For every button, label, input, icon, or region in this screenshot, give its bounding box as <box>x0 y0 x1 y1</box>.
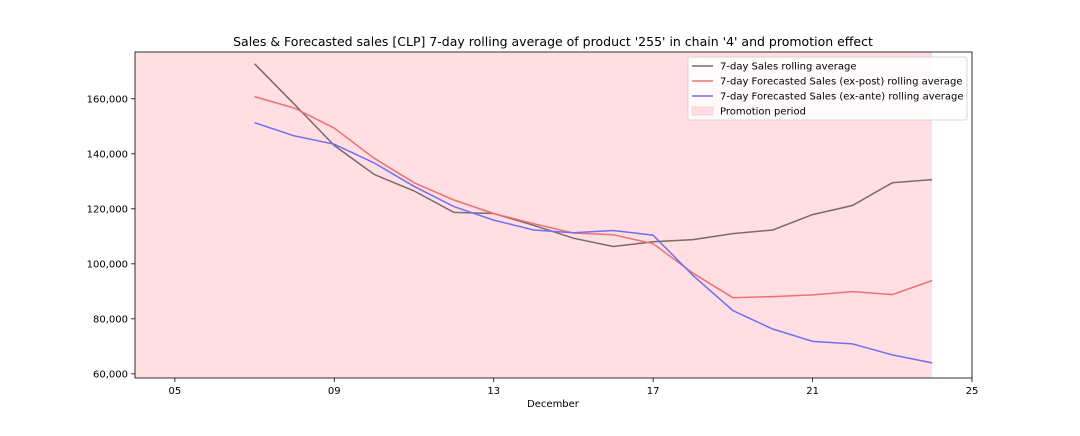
series-line-1 <box>254 95 933 299</box>
x-tick-label: 05 <box>168 386 181 397</box>
legend-box <box>687 56 968 121</box>
chart-title: Sales & Forecasted sales [CLP] 7-day rol… <box>233 34 873 49</box>
y-tick-label: 100,000 <box>87 259 128 270</box>
x-tick-label: 25 <box>966 386 979 397</box>
series-line-2 <box>254 121 933 364</box>
legend-label-promotion: Promotion period <box>720 107 806 118</box>
y-tick-label: 120,000 <box>87 204 128 215</box>
legend-label-2: 7-day Forecasted Sales (ex-ante) rolling… <box>720 92 964 103</box>
x-tick-label: 21 <box>806 386 819 397</box>
legend: 7-day Sales rolling average 7-day Forecas… <box>687 56 968 121</box>
legend-swatch-promotion <box>691 106 714 116</box>
x-axis-label: December <box>527 399 580 410</box>
axes-frame <box>134 51 973 379</box>
legend-label-0: 7-day Sales rolling average <box>720 62 856 73</box>
x-tick-label: 17 <box>647 386 660 397</box>
y-tick-label: 160,000 <box>87 94 128 105</box>
y-tick-label: 140,000 <box>87 149 128 160</box>
x-tick-label: 09 <box>328 386 341 397</box>
y-tick-label: 80,000 <box>93 314 128 325</box>
y-tick-label: 60,000 <box>93 369 128 380</box>
legend-label-1: 7-day Forecasted Sales (ex-post) rolling… <box>720 77 963 88</box>
series-line-0 <box>254 63 933 248</box>
x-tick-label: 13 <box>487 386 500 397</box>
